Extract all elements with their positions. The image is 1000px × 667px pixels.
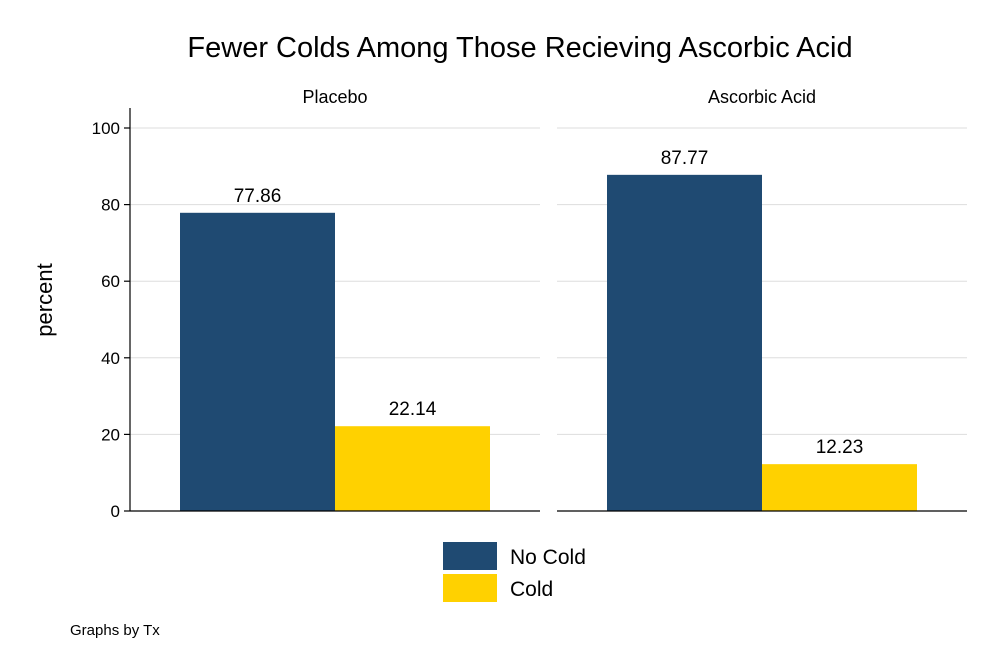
bar-ascorbic-acid-cold — [762, 464, 917, 511]
bar-ascorbic-acid-no-cold — [607, 174, 762, 512]
legend: No Cold Cold — [443, 542, 586, 602]
graph-note: Graphs by Tx — [70, 622, 160, 639]
y-tick-label: 100 — [92, 119, 120, 138]
panel-label-placebo: Placebo — [302, 87, 367, 107]
legend-swatch-no-cold — [443, 542, 497, 570]
legend-label-no-cold: No Cold — [510, 546, 586, 569]
data-label-ascorbic-acid-no-cold: 87.77 — [661, 148, 709, 169]
legend-label-cold: Cold — [510, 578, 553, 601]
bars: 77.86 22.14 87.77 12.23 — [180, 148, 917, 512]
y-tick-label: 40 — [101, 349, 120, 368]
legend-swatch-cold — [443, 574, 497, 602]
axes: 0 20 40 60 80 100 — [92, 108, 967, 521]
panel-label-ascorbic-acid: Ascorbic Acid — [708, 87, 816, 107]
y-tick-label: 0 — [111, 502, 120, 521]
bar-placebo-cold — [335, 426, 490, 511]
y-tick-label: 20 — [101, 425, 120, 444]
y-tick-label: 60 — [101, 272, 120, 291]
chart-title: Fewer Colds Among Those Recieving Ascorb… — [187, 32, 852, 64]
data-label-placebo-no-cold: 77.86 — [234, 186, 282, 207]
y-axis-label: percent — [32, 263, 57, 336]
data-label-placebo-cold: 22.14 — [389, 399, 437, 420]
y-tick-label: 80 — [101, 196, 120, 215]
data-label-ascorbic-acid-cold: 12.23 — [816, 437, 864, 458]
bar-placebo-no-cold — [180, 212, 335, 511]
